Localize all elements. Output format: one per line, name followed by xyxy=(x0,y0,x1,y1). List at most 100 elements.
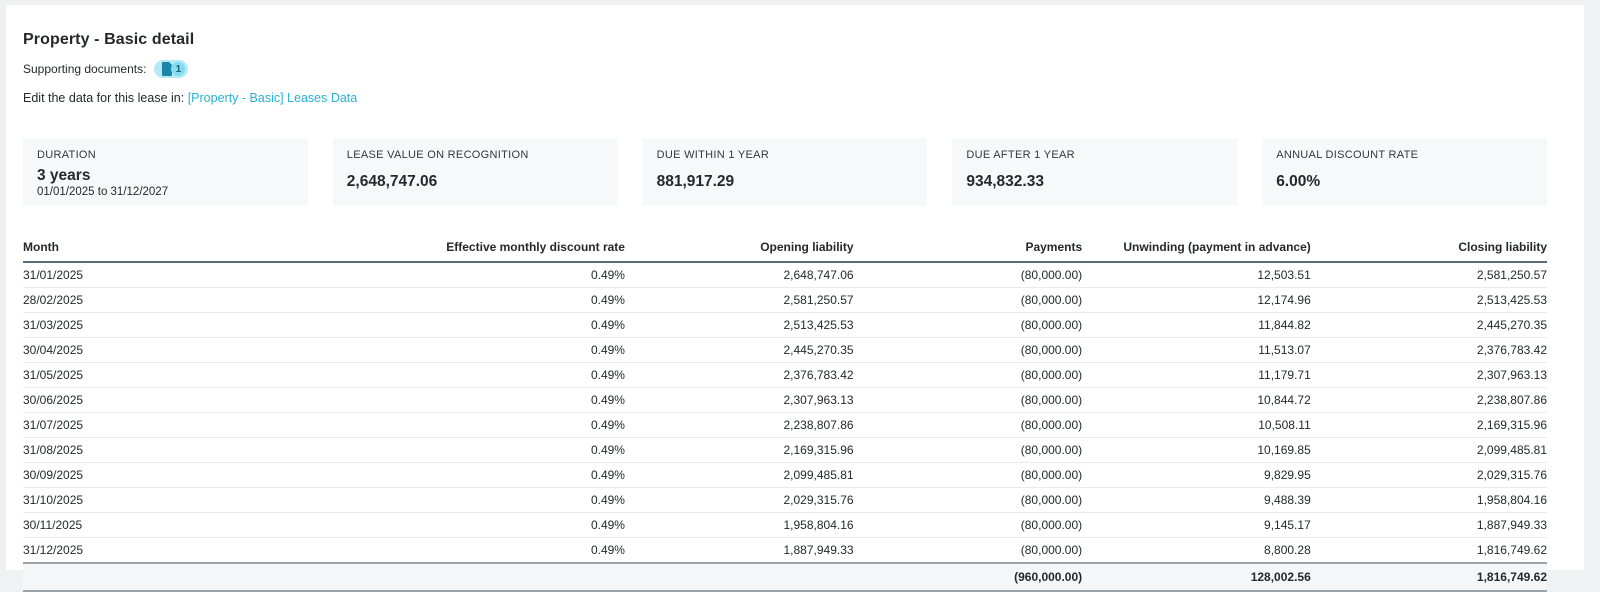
totals-cell-closing-liability: 1,816,749.62 xyxy=(1311,563,1547,591)
cell-closing-liability: 2,169,315.96 xyxy=(1311,413,1547,438)
cell-discount-rate: 0.49% xyxy=(206,513,625,538)
card-value: 6.00% xyxy=(1276,173,1533,191)
table-row: 30/11/2025 0.49% 1,958,804.16 (80,000.00… xyxy=(23,513,1547,538)
column-header-unwinding: Unwinding (payment in advance) xyxy=(1082,236,1311,262)
card-label: LEASE VALUE ON RECOGNITION xyxy=(347,149,604,161)
table-row: 31/03/2025 0.49% 2,513,425.53 (80,000.00… xyxy=(23,313,1547,338)
cell-payments: (80,000.00) xyxy=(854,513,1083,538)
totals-row: (960,000.00) 128,002.56 1,816,749.62 xyxy=(23,563,1547,591)
column-header-month: Month xyxy=(23,236,206,262)
cell-month: 31/01/2025 xyxy=(23,262,206,288)
cell-month: 30/04/2025 xyxy=(23,338,206,363)
cell-unwinding: 9,488.39 xyxy=(1082,488,1311,513)
cell-discount-rate: 0.49% xyxy=(206,338,625,363)
cell-closing-liability: 2,581,250.57 xyxy=(1311,262,1547,288)
totals-cell-unwinding: 128,002.56 xyxy=(1082,563,1311,591)
card-value: 2,648,747.06 xyxy=(347,173,604,191)
cell-opening-liability: 2,648,747.06 xyxy=(625,262,854,288)
cell-closing-liability: 1,887,949.33 xyxy=(1311,513,1547,538)
cell-month: 30/09/2025 xyxy=(23,463,206,488)
totals-cell-month xyxy=(23,563,206,591)
column-header-closing-liability: Closing liability xyxy=(1311,236,1547,262)
edit-data-label: Edit the data for this lease in: xyxy=(23,91,184,105)
card-label: DUE WITHIN 1 YEAR xyxy=(657,149,914,161)
table-row: 30/06/2025 0.49% 2,307,963.13 (80,000.00… xyxy=(23,388,1547,413)
cell-closing-liability: 2,307,963.13 xyxy=(1311,363,1547,388)
card-annual-discount-rate: ANNUAL DISCOUNT RATE 6.00% xyxy=(1262,138,1547,206)
table-row: 31/12/2025 0.49% 1,887,949.33 (80,000.00… xyxy=(23,538,1547,564)
column-header-opening-liability: Opening liability xyxy=(625,236,854,262)
cell-unwinding: 12,174.96 xyxy=(1082,288,1311,313)
cell-opening-liability: 2,029,315.76 xyxy=(625,488,854,513)
cell-opening-liability: 1,958,804.16 xyxy=(625,513,854,538)
cell-discount-rate: 0.49% xyxy=(206,413,625,438)
card-label: DURATION xyxy=(37,149,294,161)
cell-payments: (80,000.00) xyxy=(854,313,1083,338)
totals-cell-opening-liability xyxy=(625,563,854,591)
table-body: 31/01/2025 0.49% 2,648,747.06 (80,000.00… xyxy=(23,262,1547,563)
totals-cell-payments: (960,000.00) xyxy=(854,563,1083,591)
cell-unwinding: 9,145.17 xyxy=(1082,513,1311,538)
lease-detail-panel: Property - Basic detail Supporting docum… xyxy=(6,5,1584,570)
edit-data-line: Edit the data for this lease in: [Proper… xyxy=(23,91,1547,105)
card-duration: DURATION 3 years 01/01/2025 to 31/12/202… xyxy=(23,138,308,206)
table-row: 31/05/2025 0.49% 2,376,783.42 (80,000.00… xyxy=(23,363,1547,388)
supporting-documents-badge[interactable]: 1 xyxy=(154,60,188,78)
cell-opening-liability: 2,581,250.57 xyxy=(625,288,854,313)
cell-discount-rate: 0.49% xyxy=(206,363,625,388)
cell-month: 31/10/2025 xyxy=(23,488,206,513)
cell-discount-rate: 0.49% xyxy=(206,488,625,513)
cell-month: 31/03/2025 xyxy=(23,313,206,338)
table-row: 31/08/2025 0.49% 2,169,315.96 (80,000.00… xyxy=(23,438,1547,463)
card-label: DUE AFTER 1 YEAR xyxy=(966,149,1223,161)
cell-unwinding: 8,800.28 xyxy=(1082,538,1311,564)
cell-month: 30/06/2025 xyxy=(23,388,206,413)
cell-payments: (80,000.00) xyxy=(854,463,1083,488)
table-row: 30/04/2025 0.49% 2,445,270.35 (80,000.00… xyxy=(23,338,1547,363)
column-header-discount-rate: Effective monthly discount rate xyxy=(206,236,625,262)
card-value: 881,917.29 xyxy=(657,173,914,191)
cell-unwinding: 10,844.72 xyxy=(1082,388,1311,413)
cell-closing-liability: 1,958,804.16 xyxy=(1311,488,1547,513)
cell-month: 31/07/2025 xyxy=(23,413,206,438)
card-due-within-1-year: DUE WITHIN 1 YEAR 881,917.29 xyxy=(643,138,928,206)
cell-unwinding: 11,179.71 xyxy=(1082,363,1311,388)
cell-month: 30/11/2025 xyxy=(23,513,206,538)
cell-payments: (80,000.00) xyxy=(854,438,1083,463)
cell-discount-rate: 0.49% xyxy=(206,463,625,488)
amortization-table: Month Effective monthly discount rate Op… xyxy=(23,236,1547,592)
cell-payments: (80,000.00) xyxy=(854,388,1083,413)
cell-month: 28/02/2025 xyxy=(23,288,206,313)
cell-closing-liability: 2,238,807.86 xyxy=(1311,388,1547,413)
cell-month: 31/05/2025 xyxy=(23,363,206,388)
cell-closing-liability: 2,029,315.76 xyxy=(1311,463,1547,488)
table-row: 31/10/2025 0.49% 2,029,315.76 (80,000.00… xyxy=(23,488,1547,513)
cell-discount-rate: 0.49% xyxy=(206,538,625,564)
card-value: 3 years xyxy=(37,167,294,185)
cell-unwinding: 11,513.07 xyxy=(1082,338,1311,363)
cell-closing-liability: 2,513,425.53 xyxy=(1311,288,1547,313)
cell-month: 31/12/2025 xyxy=(23,538,206,564)
cell-payments: (80,000.00) xyxy=(854,288,1083,313)
cell-payments: (80,000.00) xyxy=(854,338,1083,363)
table-row: 30/09/2025 0.49% 2,099,485.81 (80,000.00… xyxy=(23,463,1547,488)
table-row: 28/02/2025 0.49% 2,581,250.57 (80,000.00… xyxy=(23,288,1547,313)
cell-discount-rate: 0.49% xyxy=(206,288,625,313)
summary-cards: DURATION 3 years 01/01/2025 to 31/12/202… xyxy=(23,138,1547,206)
card-lease-value-on-recognition: LEASE VALUE ON RECOGNITION 2,648,747.06 xyxy=(333,138,618,206)
supporting-documents-row: Supporting documents: 1 xyxy=(23,60,1547,78)
leases-data-link[interactable]: [Property - Basic] Leases Data xyxy=(188,91,358,105)
page-title: Property - Basic detail xyxy=(23,31,1547,49)
cell-closing-liability: 2,376,783.42 xyxy=(1311,338,1547,363)
cell-unwinding: 10,508.11 xyxy=(1082,413,1311,438)
cell-discount-rate: 0.49% xyxy=(206,438,625,463)
cell-opening-liability: 2,169,315.96 xyxy=(625,438,854,463)
cell-unwinding: 9,829.95 xyxy=(1082,463,1311,488)
card-value: 934,832.33 xyxy=(966,173,1223,191)
cell-closing-liability: 1,816,749.62 xyxy=(1311,538,1547,564)
cell-unwinding: 11,844.82 xyxy=(1082,313,1311,338)
cell-opening-liability: 2,307,963.13 xyxy=(625,388,854,413)
cell-closing-liability: 2,445,270.35 xyxy=(1311,313,1547,338)
supporting-documents-count-badge: 1 xyxy=(171,62,185,76)
cell-opening-liability: 2,238,807.86 xyxy=(625,413,854,438)
